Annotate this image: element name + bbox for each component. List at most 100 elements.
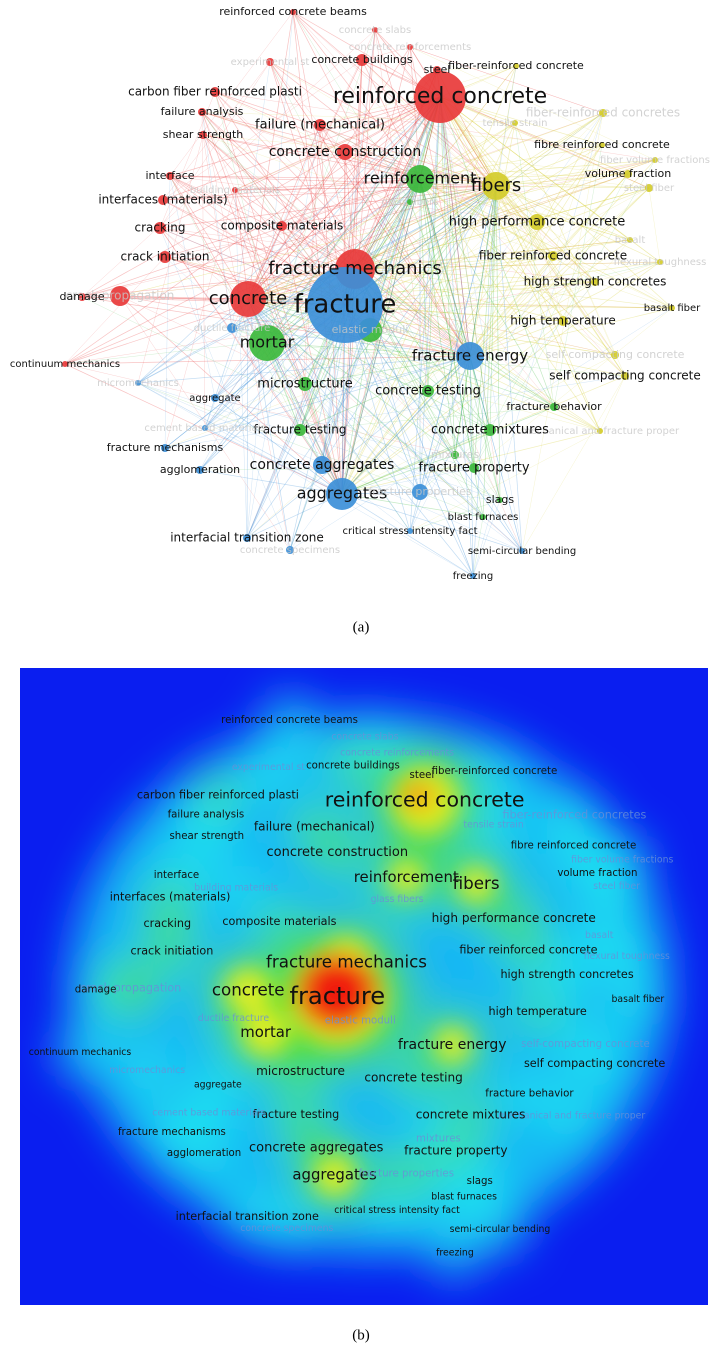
edge xyxy=(319,124,421,180)
edge xyxy=(552,173,629,257)
edge xyxy=(439,96,629,175)
term-label: fracture behavior xyxy=(506,400,602,413)
edge xyxy=(427,390,475,469)
term-node xyxy=(158,195,168,205)
edge xyxy=(319,124,603,146)
heat-green xyxy=(511,933,546,968)
heat-cyan xyxy=(221,1191,274,1244)
edge xyxy=(439,96,616,356)
heat-cyan xyxy=(503,1067,556,1120)
edge xyxy=(344,304,523,552)
edge xyxy=(304,383,411,532)
edge xyxy=(354,268,596,283)
term-label: fracture behavior xyxy=(485,1088,574,1099)
edge xyxy=(164,178,421,258)
term-node xyxy=(652,157,658,163)
edge xyxy=(344,151,471,357)
edge xyxy=(341,178,421,495)
edge xyxy=(469,185,497,357)
edge xyxy=(354,185,497,270)
edge xyxy=(164,189,236,449)
edge xyxy=(495,185,523,552)
edge xyxy=(354,96,441,270)
edge xyxy=(454,355,471,456)
edge xyxy=(164,256,421,493)
edge xyxy=(495,159,656,187)
edge xyxy=(469,355,523,552)
edge xyxy=(269,61,471,357)
edge xyxy=(419,96,441,493)
edge xyxy=(281,96,441,227)
edge xyxy=(409,96,441,532)
edge xyxy=(472,516,484,577)
edge xyxy=(164,355,471,449)
edge xyxy=(341,429,491,495)
edge xyxy=(495,185,661,263)
edge xyxy=(162,59,363,201)
edge xyxy=(354,268,673,309)
edge xyxy=(341,354,616,495)
term-label: concrete slabs xyxy=(331,732,398,743)
edge xyxy=(439,96,631,241)
term-label: concrete reinforcements xyxy=(349,42,471,53)
term-label: mechanical and fracture proper xyxy=(498,1110,645,1121)
term-label: flexural toughness xyxy=(614,257,707,268)
heat-cyan xyxy=(541,949,594,1002)
term-label: self compacting concrete xyxy=(524,1057,665,1070)
edge xyxy=(409,46,604,114)
edge xyxy=(81,296,249,300)
term-label: carbon fiber reinforced plasti xyxy=(128,85,302,99)
edge xyxy=(247,69,438,300)
edge xyxy=(159,227,596,283)
term-label: fracture property xyxy=(418,461,530,476)
edge xyxy=(469,187,650,357)
term-node xyxy=(407,44,413,50)
edge xyxy=(247,11,294,300)
nodes xyxy=(62,9,675,579)
heat-cyan xyxy=(468,799,519,850)
edge xyxy=(201,111,206,429)
edge xyxy=(369,329,471,357)
edge xyxy=(495,185,650,189)
edge xyxy=(341,173,629,495)
edge xyxy=(648,187,661,263)
edge xyxy=(204,187,650,429)
edge xyxy=(629,239,661,263)
edge xyxy=(469,355,601,432)
edge xyxy=(439,96,456,456)
term-label: cement based materials xyxy=(144,423,265,434)
edge xyxy=(169,175,216,399)
term-label: fracture properties xyxy=(368,485,471,498)
edge xyxy=(439,96,491,431)
heat-green xyxy=(200,778,235,813)
term-label: concrete aggregates xyxy=(249,1141,384,1156)
edge xyxy=(269,61,346,306)
edge xyxy=(439,96,471,357)
edge xyxy=(64,178,421,365)
edge xyxy=(247,151,346,300)
term-label: mixtures xyxy=(431,448,480,461)
term-label: building materials xyxy=(194,883,278,894)
edge xyxy=(469,355,523,552)
edge xyxy=(269,61,497,187)
edge xyxy=(266,342,601,432)
edge xyxy=(234,189,343,495)
edge xyxy=(304,383,501,501)
edge xyxy=(292,11,441,98)
term-label: fiber volume fractions xyxy=(600,155,710,166)
term-node xyxy=(202,425,208,431)
term-label: fiber-reinforced concrete xyxy=(432,766,558,777)
edge xyxy=(419,178,555,408)
edge xyxy=(419,159,656,180)
term-node xyxy=(227,323,237,333)
edge xyxy=(246,11,294,539)
edge xyxy=(369,261,661,331)
edge xyxy=(202,134,471,357)
heat-cyan xyxy=(178,1126,231,1179)
edge xyxy=(246,124,321,539)
edge xyxy=(201,111,346,306)
edge xyxy=(201,111,471,357)
edge xyxy=(354,65,517,270)
edge xyxy=(231,96,441,329)
edge xyxy=(439,96,629,175)
